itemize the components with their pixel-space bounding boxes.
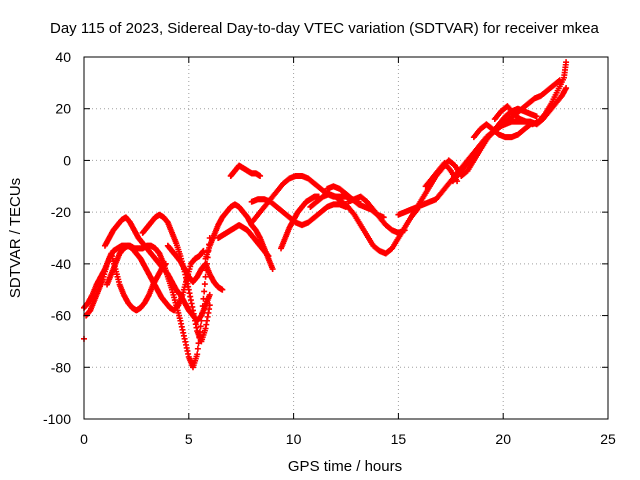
y-tick-label: -100 — [43, 411, 71, 427]
data-point-series-sat-r — [555, 78, 562, 85]
data-point-series-sat-f — [219, 286, 226, 293]
data-point-series-sat-a — [201, 281, 208, 288]
data-point-series-sat-p — [563, 85, 570, 92]
plot-frame — [83, 56, 609, 420]
y-tick-label: 20 — [55, 101, 71, 117]
data-point-series-sat-c — [206, 291, 213, 298]
x-tick-label: 25 — [600, 431, 616, 447]
y-tick-label: -40 — [51, 256, 71, 272]
data-point-series-sat-u — [454, 178, 461, 185]
data-point-series-sat-a — [194, 351, 201, 358]
data-point-series-sat-e — [206, 302, 213, 309]
x-tick-label: 0 — [80, 431, 88, 447]
data-point-series-sat-i — [257, 172, 264, 179]
data-point-series-sat-g — [269, 266, 276, 273]
data-point-series-sat-a — [194, 345, 201, 352]
y-tick-label: -80 — [51, 359, 71, 375]
y-axis-label: SDTVAR / TECUs — [7, 178, 24, 298]
data-point-series-sat-a — [201, 288, 208, 295]
data-point-series-sat-a — [202, 273, 209, 280]
y-ticks: -100 -80 -60 -40 -20 0 20 40 — [43, 49, 608, 427]
data-points — [81, 59, 570, 371]
data-point-series-sat-o — [401, 227, 408, 234]
y-tick-label: -20 — [51, 204, 71, 220]
x-tick-label: 10 — [286, 431, 302, 447]
data-point-series-sat-q — [533, 113, 540, 120]
y-tick-label: 40 — [55, 49, 71, 65]
data-point-series-sat-b — [162, 260, 169, 267]
x-tick-label: 5 — [185, 431, 193, 447]
x-axis-label: GPS time / hours — [288, 458, 402, 475]
x-ticks: 0 5 10 15 20 25 — [80, 57, 616, 447]
y-tick-label: 0 — [63, 152, 71, 168]
x-tick-label: 20 — [495, 431, 511, 447]
data-point-series-sat-h — [265, 253, 272, 260]
data-point-series-sat-a — [197, 323, 204, 330]
data-point-series-sat-t — [563, 59, 570, 66]
chart-title: Day 115 of 2023, Sidereal Day-to-day VTE… — [50, 20, 599, 37]
x-tick-label: 15 — [391, 431, 407, 447]
y-tick-label: -60 — [51, 308, 71, 324]
data-point-series-sat-d — [200, 247, 207, 254]
